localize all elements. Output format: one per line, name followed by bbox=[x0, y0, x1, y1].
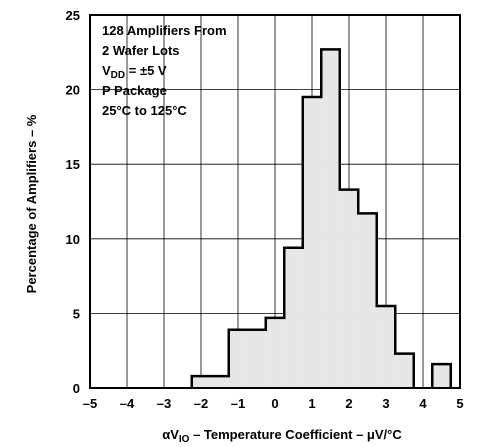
histogram-bar bbox=[210, 376, 229, 388]
y-tick-label: 0 bbox=[73, 381, 80, 396]
annotation-line-1: 128 Amplifiers From bbox=[102, 23, 227, 38]
x-tick-label: 4 bbox=[419, 396, 427, 411]
x-tick-label: –2 bbox=[194, 396, 208, 411]
y-tick-label: 15 bbox=[66, 157, 80, 172]
annotation-line-4: P Package bbox=[102, 83, 167, 98]
x-tick-labels: –5 –4 –3 –2 –1 0 1 2 3 4 5 bbox=[83, 396, 464, 411]
histogram-bar bbox=[376, 305, 396, 388]
x-tick-label: 1 bbox=[308, 396, 315, 411]
histogram-bar bbox=[302, 97, 322, 388]
x-tick-label: –1 bbox=[231, 396, 245, 411]
annotation-line-2: 2 Wafer Lots bbox=[102, 43, 180, 58]
histogram-bar bbox=[321, 49, 340, 388]
x-tick-label: 3 bbox=[382, 396, 389, 411]
histogram-bar bbox=[339, 189, 359, 388]
histogram-bar bbox=[247, 329, 266, 388]
histogram-bar bbox=[228, 329, 248, 388]
annotation-box: 128 Amplifiers From 2 Wafer Lots VDD = ±… bbox=[102, 23, 227, 118]
x-axis-title: αVIO – Temperature Coefficient – μV/°C bbox=[162, 427, 402, 445]
plot-frame bbox=[89, 14, 461, 389]
y-tick-label: 20 bbox=[66, 83, 80, 98]
histogram-bar bbox=[191, 376, 211, 388]
x-tick-label: –3 bbox=[157, 396, 171, 411]
histogram-bar bbox=[284, 247, 303, 388]
x-tick-label: –5 bbox=[83, 396, 97, 411]
x-tick-label: 5 bbox=[456, 396, 463, 411]
histogram-bar bbox=[432, 364, 451, 388]
annotation-line-3: VDD = ±5 V bbox=[102, 63, 167, 81]
x-tick-label: –4 bbox=[120, 396, 135, 411]
y-tick-labels: 0 5 10 15 20 25 bbox=[66, 8, 80, 396]
x-tick-label: 0 bbox=[271, 396, 278, 411]
y-tick-label: 10 bbox=[66, 232, 80, 247]
y-axis-title: Percentage of Amplifiers – % bbox=[24, 114, 39, 293]
histogram-outline bbox=[190, 48, 452, 388]
x-tick-label: 2 bbox=[345, 396, 352, 411]
histogram-bar bbox=[395, 353, 414, 388]
histogram-bar bbox=[265, 317, 285, 388]
annotation-line-5: 25°C to 125°C bbox=[102, 103, 187, 118]
y-tick-label: 5 bbox=[73, 306, 80, 321]
histogram-bars bbox=[190, 48, 452, 388]
y-tick-label: 25 bbox=[66, 8, 80, 23]
histogram-bar bbox=[358, 213, 377, 388]
